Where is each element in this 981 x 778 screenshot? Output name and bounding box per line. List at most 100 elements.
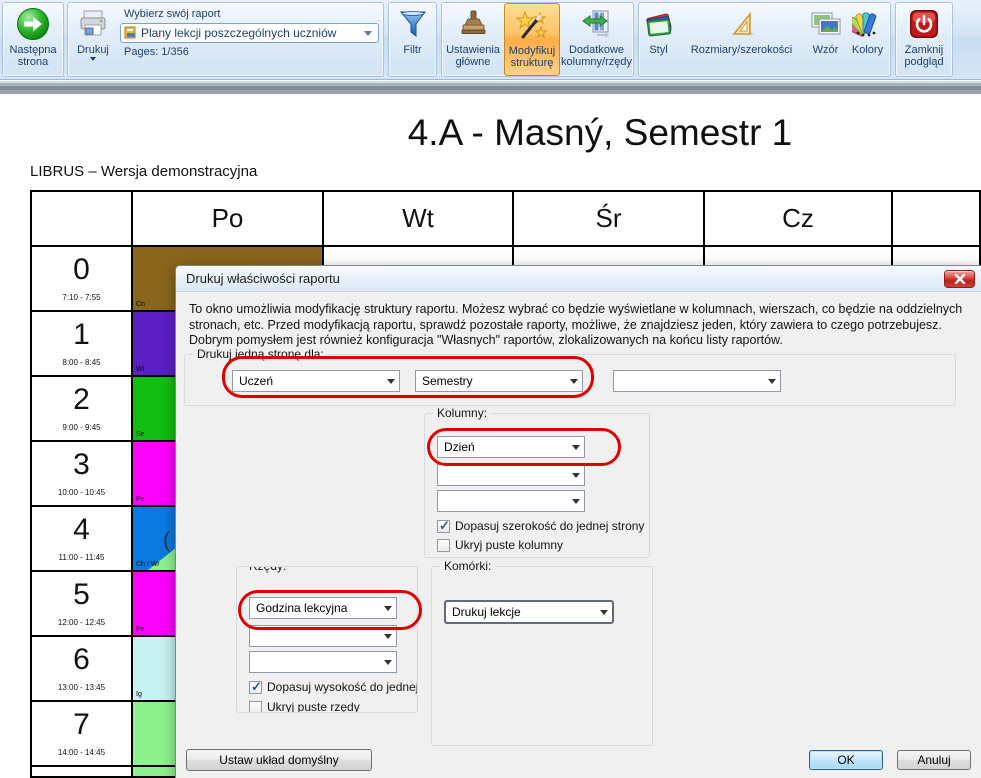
dropdown-arrow-icon <box>384 659 392 665</box>
lesson-label: Se <box>136 431 145 438</box>
lesson-label: Cn <box>136 301 145 308</box>
dropdown-arrow-icon <box>600 609 608 615</box>
pictures-icon <box>810 6 842 42</box>
style-button[interactable]: Styl <box>640 3 678 76</box>
day-header: Wt <box>324 192 514 247</box>
hour-time: 9:00 - 9:45 <box>62 423 101 432</box>
hour-time: 8:00 - 8:45 <box>62 358 101 367</box>
print-button[interactable]: Drukuj <box>68 3 118 76</box>
hour-number: 2 <box>73 383 90 416</box>
fit-width-checkbox-row[interactable]: Dopasuj szerokość do jednej strony <box>437 518 645 534</box>
hide-empty-columns-checkbox[interactable] <box>437 538 450 552</box>
extra-columns-button[interactable]: Dodatkowe kolumny/rzędy <box>560 3 633 76</box>
pattern-label: Wzór <box>812 44 839 56</box>
hour-time: 12:00 - 12:45 <box>57 618 106 627</box>
hour-time: 13:00 - 13:45 <box>57 683 106 692</box>
lesson-partial-text: ( <box>163 527 171 552</box>
rows-group-label: Rzędy: <box>245 567 291 573</box>
rows-select-2[interactable] <box>249 625 397 647</box>
filter-button[interactable]: Filtr <box>390 3 436 76</box>
rows-select-3[interactable] <box>249 651 397 673</box>
print-properties-dialog: Drukuj właściwości raportu To okno umożl… <box>175 265 981 778</box>
next-page-label: Następna strona <box>9 44 57 68</box>
page-select-3[interactable] <box>613 370 781 392</box>
dialog-titlebar[interactable]: Drukuj właściwości raportu <box>176 266 981 292</box>
sizes-button[interactable]: Rozmiary/szerokości <box>678 3 806 76</box>
day-header: Cz <box>705 192 893 247</box>
columns-select-2[interactable] <box>437 464 585 486</box>
stamp-icon <box>458 6 488 42</box>
next-page-button[interactable]: Następna strona <box>3 3 63 76</box>
ribbon-group-filter: Filtr <box>388 2 437 77</box>
corner-cell <box>32 192 133 247</box>
main-settings-label: Ustawienia główne <box>446 44 500 68</box>
hide-empty-rows-checkbox[interactable] <box>249 700 262 712</box>
lesson-label: Ig <box>136 691 142 698</box>
hour-number: 5 <box>73 578 90 611</box>
page-select-2[interactable]: Semestry <box>415 370 583 392</box>
fit-height-checkbox-row[interactable]: Dopasuj wysokość do jednej s <box>249 679 418 695</box>
dropdown-arrow-icon <box>384 605 392 611</box>
close-icon <box>954 274 965 284</box>
print-dropdown-caret <box>90 57 96 61</box>
hour-number: 4 <box>73 513 90 546</box>
hour-time: 7:10 - 7:55 <box>62 293 101 302</box>
cancel-label: Anuluj <box>917 753 951 767</box>
cancel-button[interactable]: Anuluj <box>897 750 971 770</box>
modify-structure-button[interactable]: Modyfikuj strukturę <box>504 3 560 76</box>
hour-cell: 0 7:10 - 7:55 <box>32 247 133 312</box>
columns-select-1-value: Dzień <box>444 440 475 454</box>
default-layout-label: Ustaw układ domyślny <box>219 753 339 767</box>
cells-group: Komórki: Drukuj lekcje <box>431 559 653 746</box>
hour-number: 6 <box>73 643 90 676</box>
watermark-text: LIBRUS – Wersja demonstracyjna <box>30 163 258 180</box>
hour-cell: 1 8:00 - 8:45 <box>32 312 133 377</box>
dialog-title: Drukuj właściwości raportu <box>186 271 340 286</box>
print-label: Drukuj <box>77 44 109 56</box>
hour-cell: 7 14:00 - 14:45 <box>32 702 133 767</box>
hide-empty-columns-label: Ukryj puste kolumny <box>455 538 564 552</box>
fit-height-checkbox[interactable] <box>249 679 262 695</box>
hour-time: 11:00 - 11:45 <box>58 553 105 562</box>
pattern-button[interactable]: Wzór <box>806 3 846 76</box>
report-selector-arrow-icon <box>364 30 372 36</box>
ribbon-group-appearance: Styl Rozmiary/szerokości <box>638 2 891 77</box>
ribbon-group-report: Drukuj Wybierz swój raport Plany lekcji … <box>67 2 384 77</box>
hour-time: 14:00 - 14:45 <box>57 748 106 757</box>
cells-select[interactable]: Drukuj lekcje <box>444 600 614 624</box>
report-selector[interactable]: Plany lekcji poszczególnych uczniów <box>120 23 379 43</box>
close-preview-label: Zamknij podgląd <box>904 44 944 68</box>
fit-width-checkbox[interactable] <box>437 518 450 534</box>
colors-button[interactable]: Kolory <box>846 3 890 76</box>
page-select-2-value: Semestry <box>422 374 473 388</box>
lesson-label: Pe <box>136 496 145 503</box>
fit-width-label: Dopasuj szerokość do jednej strony <box>455 519 645 533</box>
hide-empty-rows-label: Ukryj puste rzędy <box>267 700 360 713</box>
page-select-1-value: Uczeń <box>239 374 274 388</box>
dropdown-arrow-icon <box>572 498 580 504</box>
close-preview-button[interactable]: Zamknij podgląd <box>896 3 952 76</box>
colors-label: Kolory <box>851 44 884 56</box>
printer-icon <box>77 6 109 42</box>
page-per-group: Drukuj jedną stronę dla: Uczeń Semestry <box>184 347 956 406</box>
lesson-label: Ch / Wr <box>136 561 160 568</box>
day-header-partial <box>893 192 979 247</box>
page-select-1[interactable]: Uczeń <box>232 370 400 392</box>
sizes-label: Rozmiary/szerokości <box>690 44 793 56</box>
hide-empty-rows-checkbox-row[interactable]: Ukryj puste rzędy <box>249 700 360 713</box>
annotation-circle-columns-select <box>427 428 621 466</box>
rows-select-1[interactable]: Godzina lekcyjna <box>249 597 397 619</box>
rows-group: Rzędy: Godzina lekcyjna Dopasuj wysokość… <box>236 566 418 713</box>
style-label: Styl <box>649 44 668 56</box>
lesson-label: Pe <box>136 626 145 633</box>
default-layout-button[interactable]: Ustaw układ domyślny <box>186 749 372 771</box>
dialog-close-button[interactable] <box>944 270 975 288</box>
ribbon-bottom-edge <box>0 81 981 94</box>
main-settings-button[interactable]: Ustawienia główne <box>442 3 504 76</box>
fit-height-label: Dopasuj wysokość do jednej s <box>267 680 418 694</box>
hide-empty-columns-checkbox-row[interactable]: Ukryj puste kolumny <box>437 538 563 552</box>
columns-select-3[interactable] <box>437 490 585 512</box>
ok-button[interactable]: OK <box>809 750 883 770</box>
hour-cell-partial <box>32 767 133 776</box>
book-icon <box>643 6 675 42</box>
